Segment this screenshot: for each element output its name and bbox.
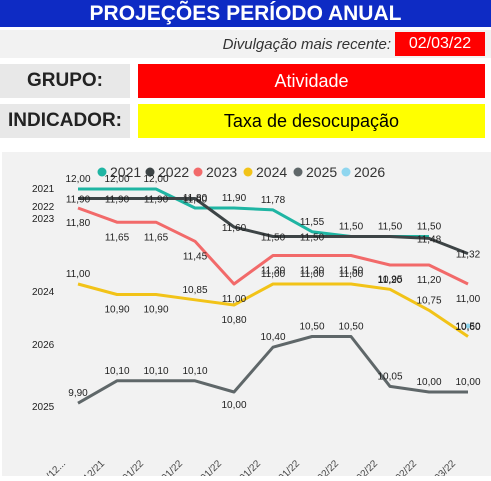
- data-label: 11,65: [144, 232, 169, 243]
- data-label: 11,60: [222, 223, 247, 234]
- data-label: 11,20: [417, 275, 442, 286]
- data-label: 10,85: [182, 285, 207, 296]
- x-tick-label: 24/01/22: [228, 458, 264, 476]
- data-label: 11,00: [339, 269, 364, 280]
- x-tick-label: 03/01/22: [111, 458, 147, 476]
- data-label: 10,75: [416, 295, 441, 306]
- legend-marker-2026: [341, 167, 351, 177]
- data-label: 10,00: [416, 377, 441, 388]
- data-label: 10,00: [455, 377, 480, 388]
- publication-label: Divulgação mais recente:: [222, 36, 391, 53]
- data-label: 10,10: [143, 366, 168, 377]
- row-label-2023: 2023: [32, 214, 55, 225]
- legend-label-2025: 2025: [306, 164, 337, 180]
- data-label: 12,00: [104, 174, 129, 185]
- data-label: 10,05: [377, 371, 402, 382]
- x-tick-label: 27/12/21: [72, 458, 108, 476]
- x-tick-label: 31/01/22: [267, 458, 303, 476]
- data-label: 10,90: [104, 305, 129, 316]
- legend-label-2021: 2021: [110, 164, 141, 180]
- series-point-2026: [465, 323, 471, 329]
- data-label: 10,90: [143, 305, 168, 316]
- data-label: 11,50: [378, 222, 403, 233]
- data-label: 11,90: [183, 195, 208, 206]
- chart-panel: 2021 2022 2023 2024 2025 2026 2021 2022 2023 2024…: [2, 152, 491, 481]
- series-line-2025: [77, 335, 468, 405]
- x-tick-label: 07/02/22: [306, 458, 342, 476]
- indicator-label: INDICADOR:: [0, 104, 130, 138]
- data-label: 10,40: [260, 332, 285, 343]
- x-tick-label: 21/02/22: [384, 458, 420, 476]
- data-label: 10,10: [104, 366, 129, 377]
- group-selector[interactable]: Atividade: [138, 64, 485, 98]
- data-label: 10,95: [377, 274, 402, 285]
- legend-marker-2025: [293, 167, 303, 177]
- data-label: 11,90: [66, 195, 91, 206]
- row-label-2024: 2024: [32, 287, 55, 298]
- publication-date-badge: 02/03/22: [395, 32, 485, 56]
- data-label: 11,00: [456, 294, 481, 305]
- data-label: 11,50: [339, 222, 364, 233]
- data-label: 11,45: [183, 251, 208, 262]
- line-chart: 2021 2022 2023 2024 2025 20262021202220232024…: [32, 164, 481, 481]
- data-label: 11,00: [222, 294, 247, 305]
- data-label: 11,00: [261, 269, 286, 280]
- legend-label-2024: 2024: [256, 164, 287, 180]
- data-label: 11,48: [417, 234, 442, 245]
- legend-marker-2022: [145, 167, 155, 177]
- data-label: 11,55: [300, 217, 325, 228]
- legend-marker-2021: [97, 167, 107, 177]
- row-label-2025: 2025: [32, 402, 55, 413]
- data-label: 11,80: [183, 193, 208, 204]
- data-label: 10,50: [299, 322, 324, 333]
- legend-label-2023: 2023: [206, 164, 237, 180]
- data-label: 11,50: [339, 266, 364, 277]
- data-label: 11,20: [378, 275, 403, 286]
- legend-marker-2024: [243, 167, 253, 177]
- data-label: 11,90: [222, 193, 247, 204]
- data-label: 11,30: [300, 266, 325, 277]
- data-label: 10,80: [221, 315, 246, 326]
- group-label: GRUPO:: [0, 64, 130, 98]
- legend-marker-2023: [193, 167, 203, 177]
- series-line-2021: [78, 187, 429, 238]
- data-label: 9,90: [68, 388, 88, 399]
- row-label-2022: 2022: [32, 202, 55, 213]
- indicator-selector[interactable]: Taxa de desocupação: [138, 104, 485, 138]
- data-label: 11,80: [66, 218, 91, 229]
- x-tick-label: 20/12...: [37, 458, 68, 476]
- row-label-2021: 2021: [32, 184, 55, 195]
- data-label: 11,30: [261, 266, 286, 277]
- data-label: 12,00: [143, 174, 168, 185]
- data-label: 11,50: [300, 233, 325, 244]
- data-label: 11,32: [456, 250, 481, 261]
- data-label: 11,90: [105, 195, 130, 206]
- data-label: 12,00: [65, 174, 90, 185]
- legend-label-2022: 2022: [158, 164, 189, 180]
- data-label: 11,00: [66, 269, 91, 280]
- series-line-2024: [77, 282, 469, 338]
- data-label: 11,90: [144, 195, 169, 206]
- data-label: 11,65: [105, 232, 130, 243]
- data-label: 11,50: [417, 222, 442, 233]
- x-tick-label: 14/02/22: [345, 458, 381, 476]
- data-label: 10,00: [221, 400, 246, 411]
- x-tick-label: 02/03/22: [423, 458, 459, 476]
- legend-label-2026: 2026: [354, 164, 385, 180]
- data-label: 10,60: [455, 322, 480, 333]
- row-label-2026: 2026: [32, 340, 55, 351]
- series-line-2022: [78, 197, 469, 255]
- data-label: 10,50: [338, 322, 363, 333]
- series-line-2023: [77, 206, 469, 286]
- data-label: 11,78: [261, 195, 286, 206]
- data-label: 10,50: [455, 322, 480, 333]
- page-title: PROJEÇÕES PERÍODO ANUAL: [0, 0, 491, 27]
- data-label: 11,00: [300, 269, 325, 280]
- publication-row: Divulgação mais recente: 02/03/22: [0, 30, 491, 58]
- x-tick-label: 17/01/22: [189, 458, 225, 476]
- x-tick-label: 10/01/22: [150, 458, 186, 476]
- data-label: 11,50: [261, 233, 286, 244]
- data-label: 10,10: [182, 366, 207, 377]
